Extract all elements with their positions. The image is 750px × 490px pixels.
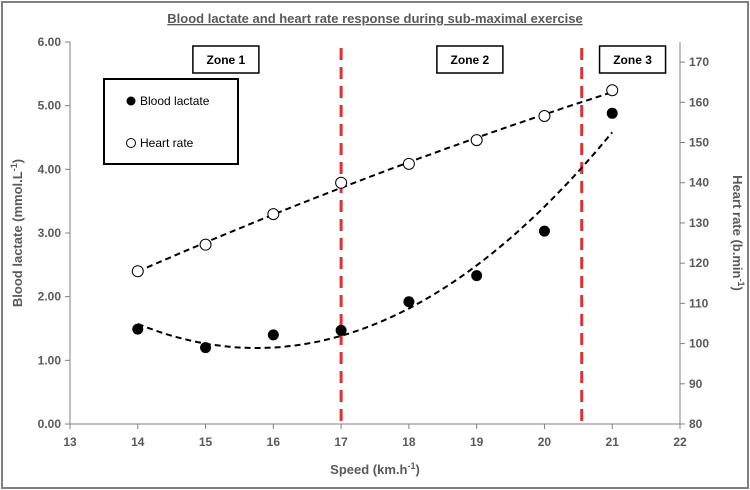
y-left-tick-label: 6.00 xyxy=(38,35,62,49)
x-tick-label: 13 xyxy=(63,435,77,449)
point-heart-rate xyxy=(538,109,551,122)
x-tick-label: 17 xyxy=(334,435,348,449)
x-tick-label: 19 xyxy=(470,435,484,449)
y-right-tick-label: 80 xyxy=(689,417,703,431)
y-left-tick-label: 3.00 xyxy=(38,226,62,240)
trendlines xyxy=(137,91,613,350)
legend-box xyxy=(103,78,239,165)
y-axis-left-title: Blood lactate (mmol.L-1) xyxy=(9,159,25,307)
y-left-tick-label: 1.00 xyxy=(38,353,62,367)
x-tick-label: 16 xyxy=(267,435,281,449)
point-heart-rate xyxy=(335,176,348,189)
point-blood-lactate xyxy=(132,323,144,335)
legend: Blood lactate Heart rate xyxy=(103,78,239,165)
y-right-tick-label: 100 xyxy=(689,337,709,351)
trendline-heart-rate xyxy=(137,91,613,273)
point-blood-lactate xyxy=(335,324,347,336)
x-tick-label: 22 xyxy=(673,435,687,449)
chart-title: Blood lactate and heart rate response du… xyxy=(167,11,582,26)
y-axis-right-title: Heart rate (b.min-1) xyxy=(730,175,746,291)
zone-label: Zone 1 xyxy=(207,53,246,67)
legend-label-blood-lactate: Blood lactate xyxy=(140,94,210,108)
zone-label: Zone 2 xyxy=(451,53,490,67)
point-heart-rate xyxy=(606,84,619,97)
y-right-tick-label: 170 xyxy=(689,55,709,69)
y-right-tick-label: 130 xyxy=(689,216,709,230)
point-heart-rate xyxy=(470,134,483,147)
legend-marker-blood-lactate xyxy=(126,96,136,106)
y-left-tick-label: 4.00 xyxy=(38,162,62,176)
zone-labels: Zone 1 Zone 2 Zone 3 xyxy=(192,45,667,74)
x-tick-label: 14 xyxy=(131,435,145,449)
y-right-tick-label: 150 xyxy=(689,136,709,150)
point-heart-rate xyxy=(131,265,144,278)
x-tick-label: 21 xyxy=(606,435,620,449)
x-tick-label: 15 xyxy=(199,435,213,449)
point-blood-lactate xyxy=(538,225,550,237)
zone-label-box xyxy=(436,45,504,74)
y-right-tick-label: 90 xyxy=(689,377,703,391)
zone-label: Zone 3 xyxy=(613,53,652,67)
y-right-tick-label: 120 xyxy=(689,256,709,270)
x-tick-label: 18 xyxy=(402,435,416,449)
point-blood-lactate xyxy=(403,296,415,308)
zone-label-box xyxy=(598,45,667,74)
point-heart-rate xyxy=(267,208,280,221)
legend-label-heart-rate: Heart rate xyxy=(140,136,194,150)
ticks: 13 14 15 16 17 18 19 20 21 22 0.00 1.00 2.00 3.00 4.00… xyxy=(38,35,710,449)
y-right-tick-label: 110 xyxy=(689,296,709,310)
data-points xyxy=(131,84,619,354)
y-right-tick-label: 160 xyxy=(689,95,709,109)
x-tick-label: 20 xyxy=(538,435,552,449)
zone-label-box xyxy=(192,45,260,74)
point-blood-lactate xyxy=(267,329,279,341)
zone-boundaries xyxy=(339,48,584,424)
y-left-tick-label: 5.00 xyxy=(38,99,62,113)
point-blood-lactate xyxy=(200,342,212,354)
point-blood-lactate xyxy=(471,270,483,282)
y-left-tick-label: 2.00 xyxy=(38,290,62,304)
point-heart-rate xyxy=(199,238,212,251)
point-blood-lactate xyxy=(606,107,618,119)
trendline-blood-lactate xyxy=(137,131,613,350)
legend-marker-heart-rate xyxy=(126,138,136,148)
point-heart-rate xyxy=(402,157,415,170)
y-left-tick-label: 0.00 xyxy=(38,417,62,431)
x-axis-title: Speed (km.h-1) xyxy=(330,461,420,477)
y-right-tick-label: 140 xyxy=(689,176,709,190)
